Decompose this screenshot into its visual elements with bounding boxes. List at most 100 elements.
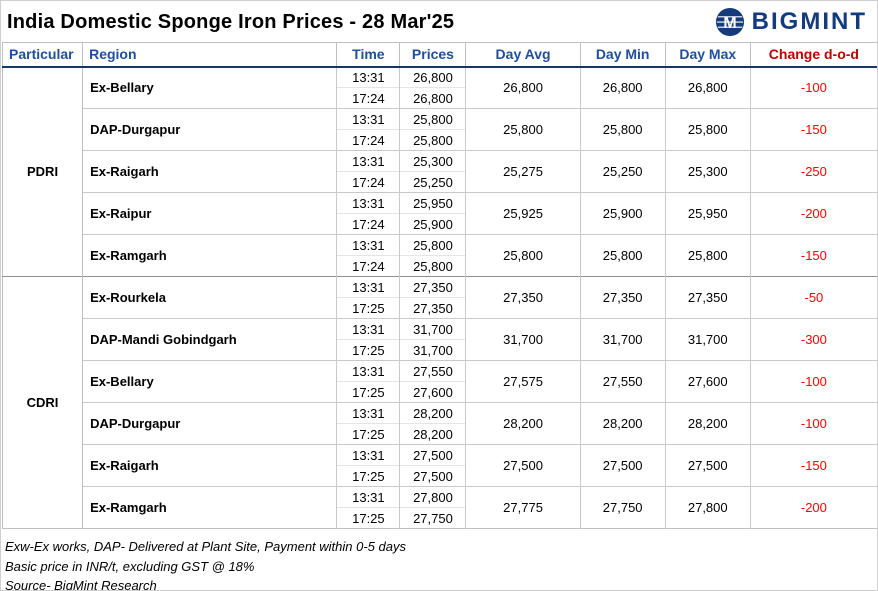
price-row: Ex-Raipur 13:31 25,950 25,925 25,900 25,950 -2… bbox=[3, 192, 877, 235]
price-cell: 28,200 bbox=[399, 402, 467, 424]
price-cell: 25,800 bbox=[399, 255, 467, 277]
price-subrow: 17:25 27,500 bbox=[3, 465, 878, 487]
price-row: DAP-Mandi Gobindgarh 13:31 31,700 31,700 31,… bbox=[3, 318, 877, 361]
time-cell: 17:25 bbox=[336, 297, 401, 319]
time-cell: 17:24 bbox=[336, 87, 401, 109]
day-min-cell: 27,350 bbox=[580, 276, 666, 319]
day-min-cell: 28,200 bbox=[580, 402, 666, 445]
price-cell: 31,700 bbox=[399, 339, 467, 361]
day-max-cell: 27,350 bbox=[665, 276, 751, 319]
day-min-cell: 31,700 bbox=[580, 318, 666, 361]
particular-cell: CDRI bbox=[2, 276, 84, 529]
day-max-cell: 27,600 bbox=[665, 360, 751, 403]
price-row: DAP-Durgapur 13:31 28,200 28,200 28,200 28,20… bbox=[3, 402, 877, 445]
day-avg-cell: 27,500 bbox=[465, 444, 581, 487]
day-avg-cell: 27,575 bbox=[465, 360, 581, 403]
region-cell: Ex-Raipur bbox=[82, 192, 338, 235]
region-cell: DAP-Durgapur bbox=[82, 108, 338, 151]
day-avg-cell: 31,700 bbox=[465, 318, 581, 361]
price-cell: 27,750 bbox=[399, 507, 467, 529]
price-cell: 27,350 bbox=[399, 276, 467, 298]
day-max-cell: 25,800 bbox=[665, 234, 751, 277]
region-cell: Ex-Raigarh bbox=[82, 150, 338, 193]
col-header-prices: Prices bbox=[399, 42, 467, 68]
footnotes: Exw-Ex works, DAP- Delivered at Plant Si… bbox=[1, 529, 877, 591]
price-cell: 26,800 bbox=[399, 66, 467, 88]
price-subrow: 17:25 28,200 bbox=[3, 423, 878, 445]
price-row: PDRI Ex-Bellary 13:31 26,800 26,800 26,800 26,… bbox=[2, 66, 877, 277]
time-cell: 17:25 bbox=[336, 507, 401, 529]
day-avg-cell: 28,200 bbox=[465, 402, 581, 445]
day-min-cell: 27,500 bbox=[580, 444, 666, 487]
svg-text:M: M bbox=[723, 15, 736, 32]
bigmint-globe-icon: M bbox=[715, 7, 745, 37]
time-cell: 17:25 bbox=[336, 465, 401, 487]
region-cell: Ex-Bellary bbox=[82, 360, 338, 403]
change-dod-cell: -100 bbox=[750, 402, 877, 445]
price-cell: 27,500 bbox=[399, 465, 467, 487]
price-row: Ex-Ramgarh 13:31 27,800 27,775 27,750 27,800-… bbox=[3, 486, 877, 529]
price-cell: 25,800 bbox=[399, 234, 467, 256]
day-min-cell: 27,750 bbox=[580, 486, 666, 529]
page-title: India Domestic Sponge Iron Prices - 28 M… bbox=[7, 10, 455, 33]
change-dod-cell: -200 bbox=[750, 486, 877, 529]
change-dod-cell: -150 bbox=[750, 444, 877, 487]
time-cell: 13:31 bbox=[336, 360, 401, 382]
price-subrow: 17:24 25,800 bbox=[3, 129, 878, 151]
day-avg-cell: 27,775 bbox=[465, 486, 581, 529]
footnote-source: Source- BigMint Research bbox=[5, 578, 157, 591]
time-cell: 13:31 bbox=[336, 486, 401, 508]
region-cell: Ex-Raigarh bbox=[82, 444, 338, 487]
prices-table-body: PDRI Ex-Bellary 13:31 26,800 26,800 26,800 26,… bbox=[2, 66, 878, 529]
price-cell: 27,500 bbox=[399, 444, 467, 466]
time-cell: 13:31 bbox=[336, 234, 401, 256]
price-subrow: 17:24 25,250 bbox=[3, 171, 878, 193]
region-cell: DAP-Durgapur bbox=[82, 402, 338, 445]
day-avg-cell: 27,350 bbox=[465, 276, 581, 319]
time-cell: 13:31 bbox=[336, 402, 401, 424]
col-header-day-avg: Day Avg bbox=[465, 42, 581, 68]
footnote-terms: Exw-Ex works, DAP- Delivered at Plant Si… bbox=[5, 539, 406, 554]
day-max-cell: 25,950 bbox=[665, 192, 751, 235]
day-max-cell: 27,500 bbox=[665, 444, 751, 487]
col-header-day-max: Day Max bbox=[664, 42, 751, 68]
price-cell: 27,600 bbox=[399, 381, 467, 403]
time-cell: 17:25 bbox=[336, 381, 401, 403]
day-avg-cell: 25,925 bbox=[465, 192, 581, 235]
change-dod-cell: -100 bbox=[750, 360, 877, 403]
region-cell: DAP-Mandi Gobindgarh bbox=[82, 318, 338, 361]
time-cell: 17:24 bbox=[336, 129, 401, 151]
time-cell: 17:24 bbox=[336, 213, 401, 235]
price-row: Ex-Bellary 13:31 27,550 27,575 27,550 27,600-… bbox=[3, 360, 877, 403]
price-subrow: 17:24 25,900 bbox=[3, 213, 878, 235]
particular-cell: PDRI bbox=[2, 66, 84, 277]
change-dod-cell: -150 bbox=[750, 108, 877, 151]
price-cell: 25,800 bbox=[399, 129, 467, 151]
change-dod-cell: -50 bbox=[750, 276, 877, 319]
price-subrow: 17:24 25,800 bbox=[3, 255, 878, 277]
price-cell: 27,550 bbox=[399, 360, 467, 382]
day-avg-cell: 25,800 bbox=[465, 108, 581, 151]
time-cell: 13:31 bbox=[336, 276, 401, 298]
price-subrow: 17:25 27,750 bbox=[3, 507, 878, 529]
price-cell: 28,200 bbox=[399, 423, 467, 445]
price-subrow: 17:25 27,600 bbox=[3, 381, 878, 403]
day-max-cell: 28,200 bbox=[665, 402, 751, 445]
price-subrow: 17:25 27,350 bbox=[3, 297, 878, 319]
region-cell: Ex-Ramgarh bbox=[82, 234, 338, 277]
day-min-cell: 25,900 bbox=[580, 192, 666, 235]
table-header-row: Particular Region Time Prices Day Avg Da… bbox=[1, 42, 877, 68]
day-max-cell: 31,700 bbox=[665, 318, 751, 361]
change-dod-cell: -250 bbox=[750, 150, 877, 193]
day-max-cell: 26,800 bbox=[665, 66, 751, 109]
change-dod-cell: -200 bbox=[750, 192, 877, 235]
day-avg-cell: 26,800 bbox=[465, 66, 581, 109]
change-dod-cell: -100 bbox=[750, 66, 877, 109]
bigmint-wordmark: BIGMINT bbox=[751, 8, 867, 35]
time-cell: 17:24 bbox=[336, 171, 401, 193]
col-header-day-min: Day Min bbox=[579, 42, 666, 68]
day-avg-cell: 25,800 bbox=[465, 234, 581, 277]
time-cell: 13:31 bbox=[336, 66, 401, 88]
time-cell: 17:24 bbox=[336, 255, 401, 277]
